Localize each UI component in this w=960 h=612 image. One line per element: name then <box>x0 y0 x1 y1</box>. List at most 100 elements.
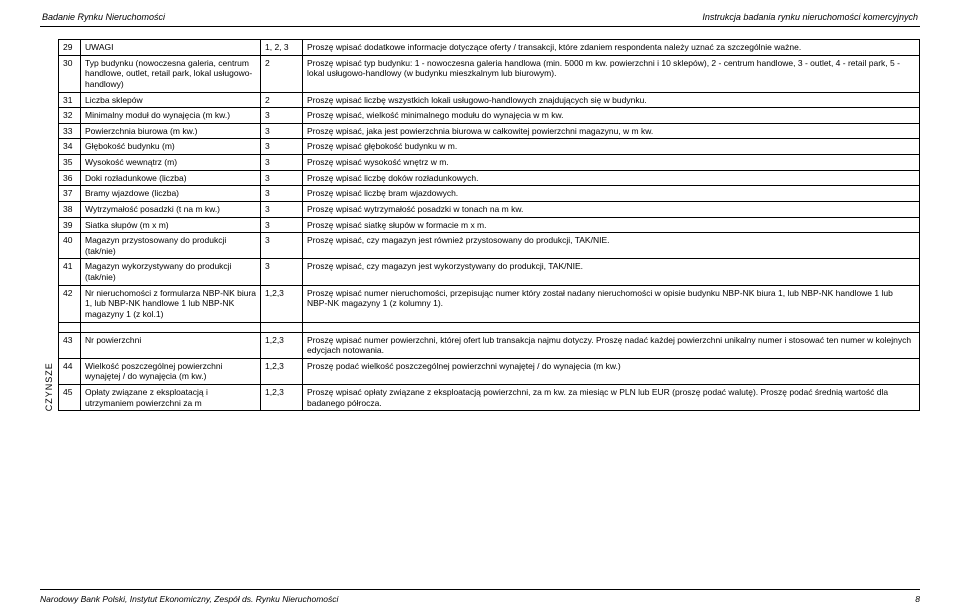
row-number: 30 <box>59 55 81 92</box>
table-row: 42Nr nieruchomości z formularza NBP-NK b… <box>59 285 920 322</box>
table-row: 32Minimalny moduł do wynajęcia (m kw.)3P… <box>59 108 920 124</box>
table-row: 45Opłaty związane z eksploatacją i utrzy… <box>59 385 920 411</box>
row-number: 37 <box>59 186 81 202</box>
row-code: 3 <box>261 170 303 186</box>
page-footer: Narodowy Bank Polski, Instytut Ekonomicz… <box>40 589 920 604</box>
table-row: 29UWAGI1, 2, 3Proszę wpisać dodatkowe in… <box>59 40 920 56</box>
table-row: 30Typ budynku (nowoczesna galeria, centr… <box>59 55 920 92</box>
row-code: 1,2,3 <box>261 285 303 322</box>
row-field-name: Doki rozładunkowe (liczba) <box>81 170 261 186</box>
instruction-table: 29UWAGI1, 2, 3Proszę wpisać dodatkowe in… <box>58 39 920 411</box>
row-description: Proszę wpisać wytrzymałość posadzki w to… <box>303 201 920 217</box>
row-description: Proszę podać wielkość poszczególnej powi… <box>303 358 920 384</box>
table-row: 36Doki rozładunkowe (liczba)3Proszę wpis… <box>59 170 920 186</box>
row-code: 3 <box>261 186 303 202</box>
table-row: 35Wysokość wewnątrz (m)3Proszę wpisać wy… <box>59 155 920 171</box>
page-header: Badanie Rynku Nieruchomości Instrukcja b… <box>40 12 920 22</box>
row-code: 1,2,3 <box>261 358 303 384</box>
row-code: 2 <box>261 92 303 108</box>
row-code: 3 <box>261 139 303 155</box>
row-description: Proszę wpisać liczbę bram wjazdowych. <box>303 186 920 202</box>
table-row: 31Liczba sklepów2Proszę wpisać liczbę ws… <box>59 92 920 108</box>
row-number: 41 <box>59 259 81 285</box>
table-row: 34Głębokość budynku (m)3Proszę wpisać gł… <box>59 139 920 155</box>
row-number: 44 <box>59 358 81 384</box>
header-right: Instrukcja badania rynku nieruchomości k… <box>702 12 918 22</box>
row-number: 36 <box>59 170 81 186</box>
row-description: Proszę wpisać, jaka jest powierzchnia bi… <box>303 123 920 139</box>
row-description: Proszę wpisać dodatkowe informacje dotyc… <box>303 40 920 56</box>
row-field-name: Opłaty związane z eksploatacją i utrzyma… <box>81 385 261 411</box>
row-field-name: Siatka słupów (m x m) <box>81 217 261 233</box>
row-description: Proszę wpisać, czy magazyn jest wykorzys… <box>303 259 920 285</box>
row-field-name: Wytrzymałość posadzki (t na m kw.) <box>81 201 261 217</box>
row-number: 42 <box>59 285 81 322</box>
row-code: 2 <box>261 55 303 92</box>
row-code: 3 <box>261 233 303 259</box>
row-field-name: UWAGI <box>81 40 261 56</box>
row-description: Proszę wpisać, wielkość minimalnego modu… <box>303 108 920 124</box>
row-description: Proszę wpisać, czy magazyn jest również … <box>303 233 920 259</box>
content-area: CZYNSZE 29UWAGI1, 2, 3Proszę wpisać doda… <box>40 39 920 411</box>
row-number: 29 <box>59 40 81 56</box>
row-number: 38 <box>59 201 81 217</box>
row-number: 45 <box>59 385 81 411</box>
row-description: Proszę wpisać głębokość budynku w m. <box>303 139 920 155</box>
row-code: 1,2,3 <box>261 385 303 411</box>
table-row: 39Siatka słupów (m x m)3Proszę wpisać si… <box>59 217 920 233</box>
gap-cell <box>59 322 81 332</box>
row-code: 3 <box>261 201 303 217</box>
row-number: 33 <box>59 123 81 139</box>
row-number: 39 <box>59 217 81 233</box>
row-field-name: Głębokość budynku (m) <box>81 139 261 155</box>
row-code: 1,2,3 <box>261 332 303 358</box>
row-number: 43 <box>59 332 81 358</box>
row-code: 3 <box>261 259 303 285</box>
header-left: Badanie Rynku Nieruchomości <box>42 12 165 22</box>
row-field-name: Magazyn wykorzystywany do produkcji (tak… <box>81 259 261 285</box>
row-field-name: Wielkość poszczególnej powierzchni wynaj… <box>81 358 261 384</box>
row-field-name: Nr nieruchomości z formularza NBP-NK biu… <box>81 285 261 322</box>
row-field-name: Typ budynku (nowoczesna galeria, centrum… <box>81 55 261 92</box>
table-row: 37Bramy wjazdowe (liczba)3Proszę wpisać … <box>59 186 920 202</box>
row-description: Proszę wpisać wysokość wnętrz w m. <box>303 155 920 171</box>
header-rule <box>40 26 920 27</box>
table-row: 43Nr powierzchni1,2,3Proszę wpisać numer… <box>59 332 920 358</box>
row-field-name: Magazyn przystosowany do produkcji (tak/… <box>81 233 261 259</box>
row-number: 32 <box>59 108 81 124</box>
row-description: Proszę wpisać liczbę doków rozładunkowyc… <box>303 170 920 186</box>
gap-cell <box>81 322 261 332</box>
table-row: 44Wielkość poszczególnej powierzchni wyn… <box>59 358 920 384</box>
gap-cell <box>261 322 303 332</box>
row-field-name: Bramy wjazdowe (liczba) <box>81 186 261 202</box>
row-description: Proszę wpisać numer nieruchomości, przep… <box>303 285 920 322</box>
row-number: 35 <box>59 155 81 171</box>
row-description: Proszę wpisać siatkę słupów w formacie m… <box>303 217 920 233</box>
row-code: 3 <box>261 155 303 171</box>
table-row: 33Powierzchnia biurowa (m kw.)3Proszę wp… <box>59 123 920 139</box>
row-field-name: Liczba sklepów <box>81 92 261 108</box>
row-code: 3 <box>261 123 303 139</box>
row-code: 1, 2, 3 <box>261 40 303 56</box>
table-row: 38Wytrzymałość posadzki (t na m kw.)3Pro… <box>59 201 920 217</box>
row-field-name: Minimalny moduł do wynajęcia (m kw.) <box>81 108 261 124</box>
row-field-name: Powierzchnia biurowa (m kw.) <box>81 123 261 139</box>
row-number: 34 <box>59 139 81 155</box>
section-gap-row <box>59 322 920 332</box>
row-field-name: Wysokość wewnątrz (m) <box>81 155 261 171</box>
table-row: 41Magazyn wykorzystywany do produkcji (t… <box>59 259 920 285</box>
row-description: Proszę wpisać opłaty związane z eksploat… <box>303 385 920 411</box>
row-field-name: Nr powierzchni <box>81 332 261 358</box>
row-description: Proszę wpisać numer powierzchni, której … <box>303 332 920 358</box>
table-row: 40Magazyn przystosowany do produkcji (ta… <box>59 233 920 259</box>
page: Badanie Rynku Nieruchomości Instrukcja b… <box>0 0 960 419</box>
row-code: 3 <box>261 217 303 233</box>
gap-cell <box>303 322 920 332</box>
row-code: 3 <box>261 108 303 124</box>
footer-left: Narodowy Bank Polski, Instytut Ekonomicz… <box>40 594 338 604</box>
footer-page-number: 8 <box>915 594 920 604</box>
section-label: CZYNSZE <box>40 39 58 411</box>
row-description: Proszę wpisać typ budynku: 1 - nowoczesn… <box>303 55 920 92</box>
footer-rule <box>40 589 920 590</box>
row-number: 31 <box>59 92 81 108</box>
